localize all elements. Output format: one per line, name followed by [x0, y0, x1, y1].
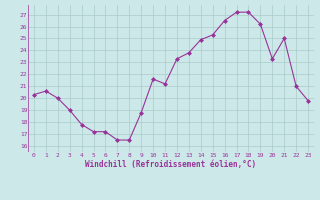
X-axis label: Windchill (Refroidissement éolien,°C): Windchill (Refroidissement éolien,°C) [85, 160, 257, 169]
